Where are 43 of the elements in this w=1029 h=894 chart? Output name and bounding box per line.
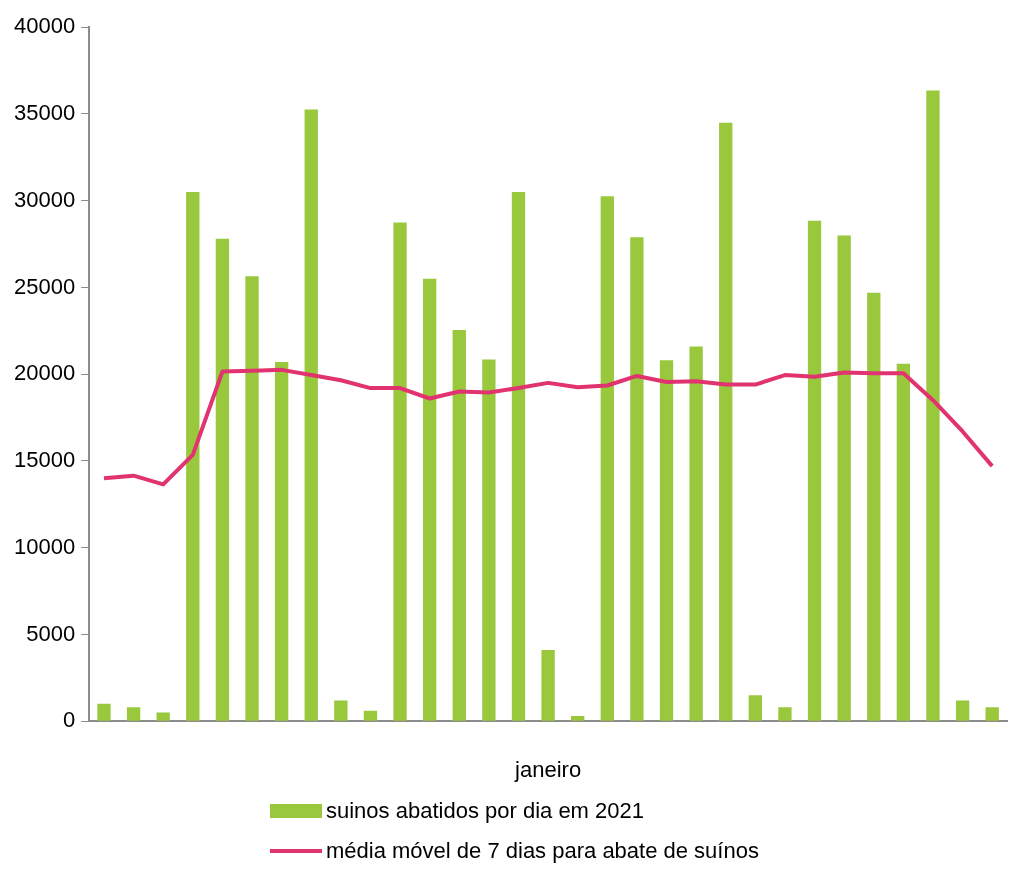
bar xyxy=(245,276,259,721)
legend-label: média móvel de 7 dias para abate de suínos xyxy=(326,838,759,864)
bar xyxy=(482,359,496,721)
bar xyxy=(97,703,111,721)
y-tick-label: 40000 xyxy=(13,13,76,39)
legend-label: suinos abatidos por dia em 2021 xyxy=(326,798,644,824)
y-tick-label: 5000 xyxy=(26,620,76,646)
bar xyxy=(985,707,999,721)
bar xyxy=(600,196,614,721)
bar xyxy=(363,710,378,721)
y-tick-label: 25000 xyxy=(13,273,76,299)
bar xyxy=(156,712,170,721)
bar xyxy=(807,220,822,721)
bar xyxy=(630,237,644,721)
bar xyxy=(659,360,674,721)
bar xyxy=(748,695,762,721)
bar xyxy=(452,329,466,721)
bar xyxy=(719,122,733,721)
y-tick-label: 15000 xyxy=(13,447,76,473)
y-tick-label: 30000 xyxy=(13,186,76,212)
bar xyxy=(896,363,911,721)
y-tick-label: 35000 xyxy=(13,100,76,126)
bar xyxy=(393,222,407,721)
bar xyxy=(215,238,230,721)
bar xyxy=(867,292,881,721)
bar xyxy=(541,650,555,721)
bar xyxy=(837,235,851,721)
bar xyxy=(571,716,585,721)
bar xyxy=(926,90,940,721)
bar xyxy=(186,192,200,721)
bar xyxy=(511,192,526,721)
bar xyxy=(334,700,348,721)
bar xyxy=(778,707,792,721)
bar xyxy=(304,109,318,721)
bar xyxy=(126,707,141,721)
y-tick-label: 0 xyxy=(62,707,76,733)
x-axis-title: janeiro xyxy=(514,756,582,782)
y-tick-label: 10000 xyxy=(13,533,76,559)
bar xyxy=(689,346,703,721)
y-tick-label: 20000 xyxy=(13,360,76,386)
bar xyxy=(274,362,289,721)
bar xyxy=(423,278,437,721)
bar xyxy=(955,700,970,721)
